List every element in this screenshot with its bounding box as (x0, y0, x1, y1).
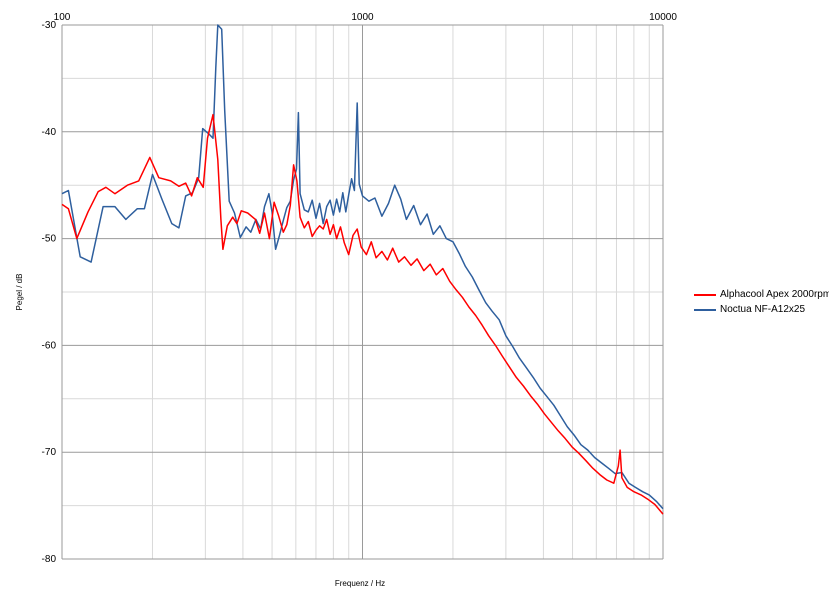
x-axis-title: Frequenz / Hz (335, 579, 385, 588)
grid-major (61, 24, 664, 560)
legend-label: Alphacool Apex 2000rpm (720, 289, 829, 300)
x-tick-label: 1000 (351, 12, 374, 23)
y-axis-title: Pegel / dB (15, 274, 24, 311)
x-tick-label: 10000 (649, 12, 677, 23)
y-tick-label: -60 (42, 340, 57, 351)
legend-swatch (694, 293, 716, 296)
legend-item: Alphacool Apex 2000rpm (694, 287, 829, 302)
series-layer (61, 24, 664, 515)
y-tick-label: -70 (42, 447, 57, 458)
y-tick-label: -80 (42, 554, 57, 565)
y-tick-label: -50 (42, 234, 57, 245)
series-line-noctua (61, 24, 664, 510)
y-tick-label: -30 (42, 20, 57, 31)
legend-item: Noctua NF-A12x25 (694, 302, 829, 317)
series-line-alphacool (61, 113, 664, 515)
tick-labels: 100 1000 10000 -30 -40 -50 -60 -70 -80 (42, 12, 678, 565)
legend-label: Noctua NF-A12x25 (720, 304, 806, 315)
legend-swatch (694, 308, 716, 311)
chart-legend: Alphacool Apex 2000rpm Noctua NF-A12x25 (694, 287, 829, 317)
y-tick-label: -40 (42, 127, 57, 138)
x-tick-label: 100 (54, 12, 71, 23)
